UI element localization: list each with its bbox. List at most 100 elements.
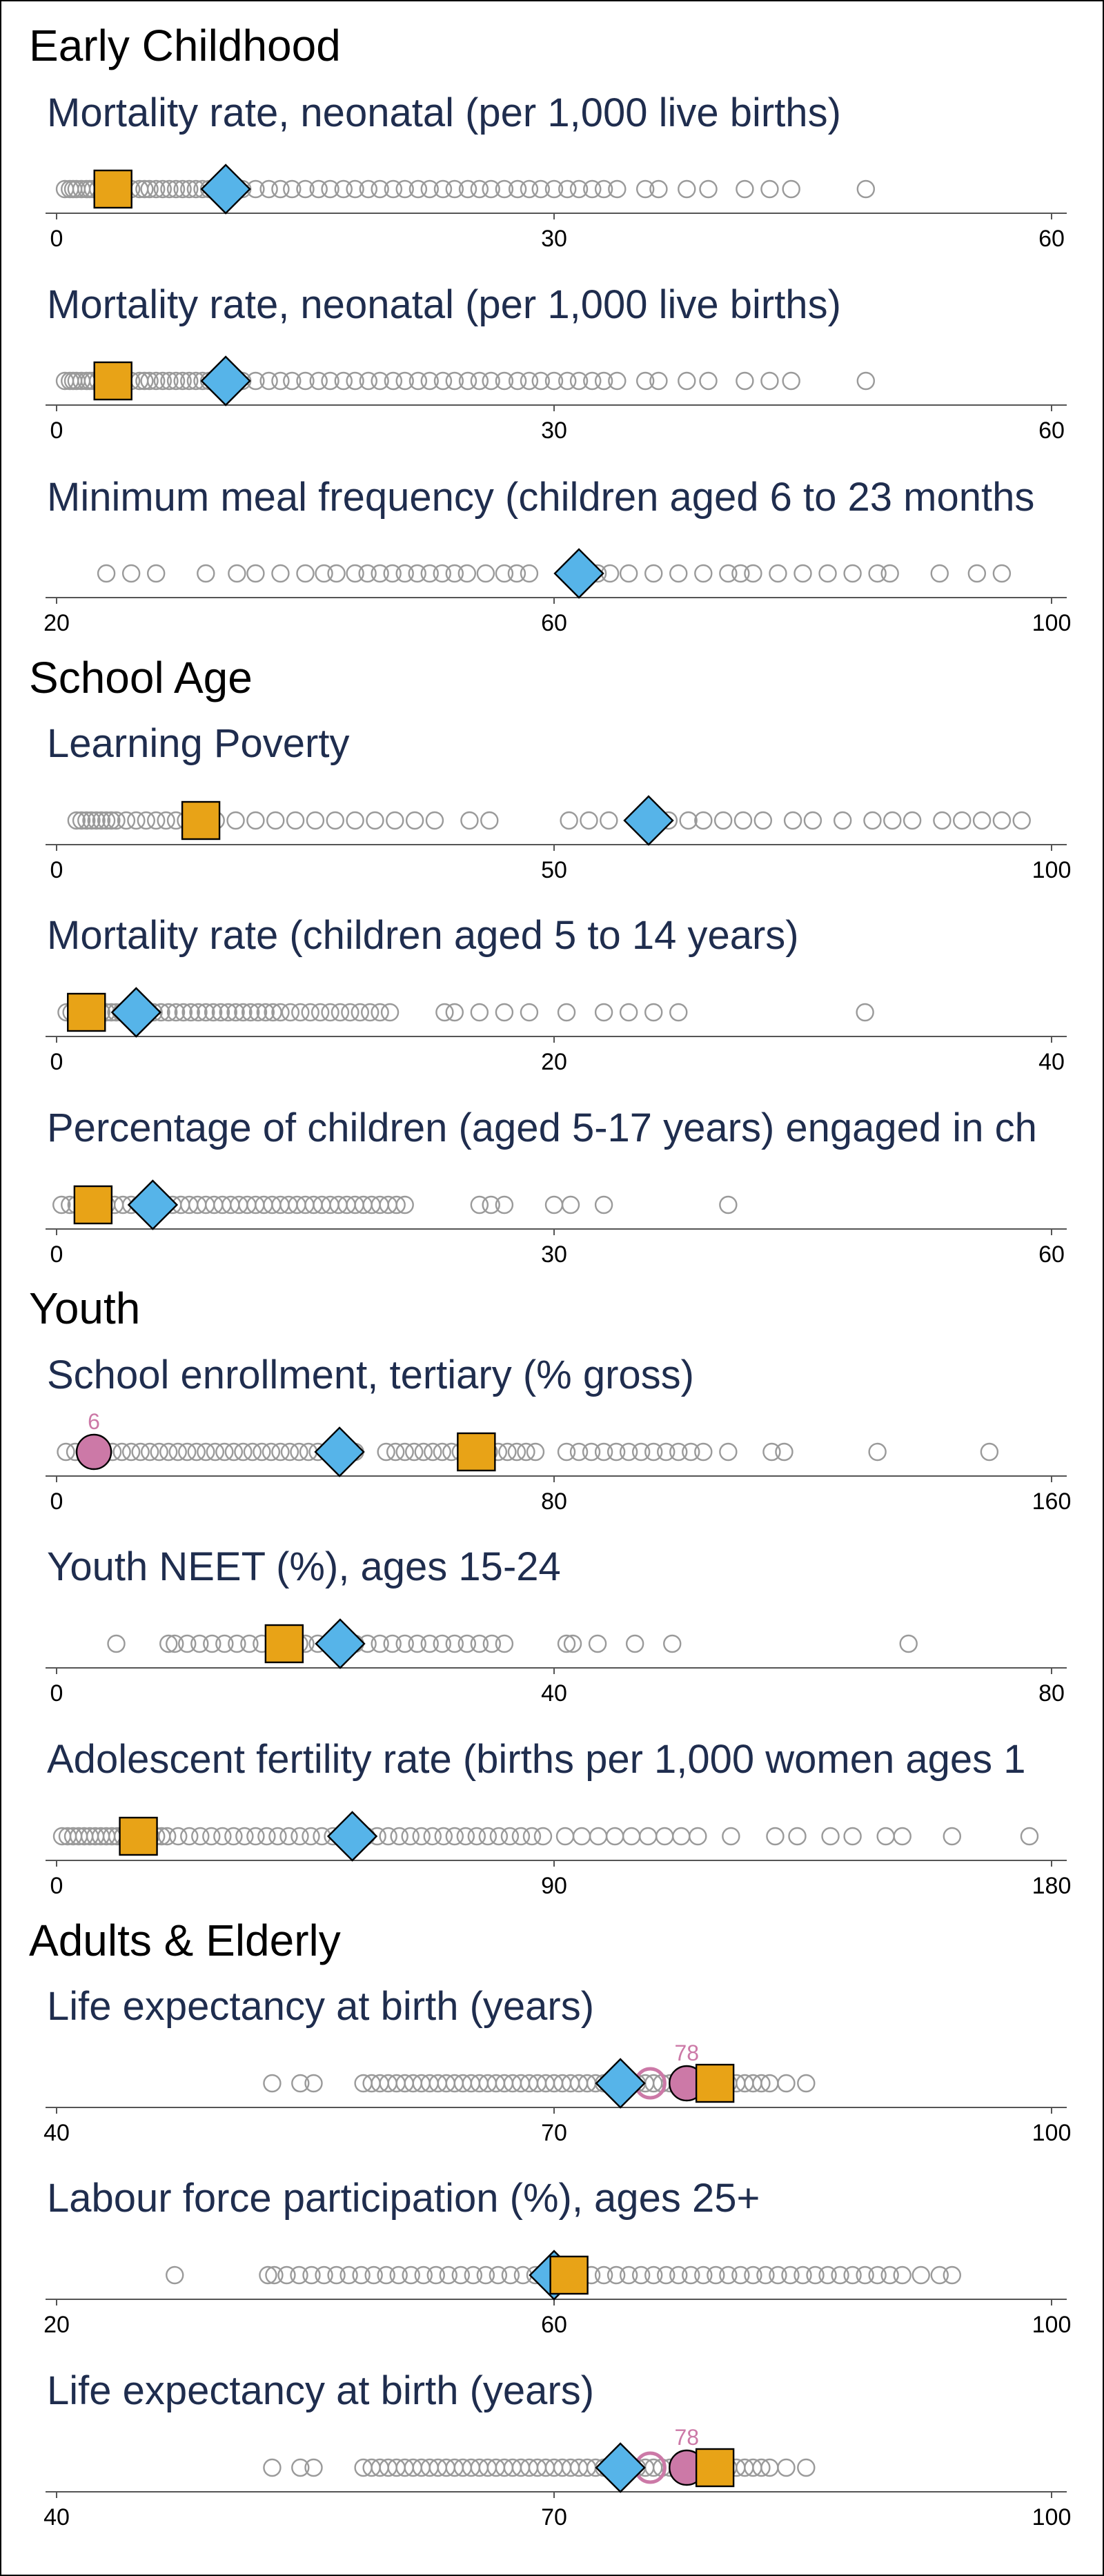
country-marker — [694, 564, 713, 583]
benchmark-square-marker — [549, 2255, 589, 2295]
country-marker — [433, 179, 453, 199]
country-marker — [358, 564, 377, 583]
country-marker — [644, 2265, 663, 2285]
country-marker — [689, 1827, 707, 1846]
country-marker — [594, 1195, 613, 1215]
country-marker — [264, 1003, 282, 1022]
country-marker — [290, 2265, 308, 2285]
country-marker — [240, 1634, 259, 1653]
country-marker — [226, 1003, 245, 1022]
group-average-diamond-marker — [110, 987, 162, 1038]
country-marker — [644, 1003, 663, 1022]
country-marker — [341, 1003, 359, 1022]
country-marker — [803, 811, 822, 830]
country-marker — [533, 1827, 553, 1846]
country-marker — [544, 371, 564, 391]
country-marker — [191, 1827, 210, 1846]
country-marker — [707, 2265, 725, 2285]
x-tick-label: 30 — [541, 1241, 567, 1268]
country-marker — [112, 1442, 131, 1462]
dot-plot-panel: 0 30 60 — [46, 164, 1067, 252]
country-marker — [649, 371, 668, 391]
country-marker — [501, 2265, 520, 2285]
dot-plot-panel: 0 30 60 — [46, 1179, 1067, 1268]
country-marker — [899, 1634, 918, 1653]
country-marker — [228, 564, 246, 583]
country-marker — [560, 811, 578, 830]
country-marker — [296, 371, 315, 391]
country-marker — [482, 371, 500, 391]
x-tick-label: 0 — [50, 1488, 63, 1515]
country-marker — [331, 1003, 350, 1022]
country-marker — [224, 1827, 243, 1846]
country-marker — [377, 2265, 395, 2285]
country-marker — [631, 2265, 651, 2285]
country-marker — [458, 371, 477, 391]
x-tick-label: 20 — [541, 1049, 567, 1075]
x-tick-label: 70 — [541, 2120, 567, 2146]
country-marker — [117, 811, 136, 830]
country-marker — [694, 1442, 713, 1462]
country-marker — [160, 179, 179, 199]
country-marker — [166, 2265, 184, 2285]
country-marker — [327, 564, 346, 583]
country-marker — [408, 1634, 426, 1653]
group-average-diamond-marker — [315, 1618, 366, 1669]
country-marker — [67, 811, 86, 830]
country-marker — [522, 1827, 542, 1846]
country-marker — [359, 371, 378, 391]
country-marker — [1012, 811, 1031, 830]
country-marker — [793, 2265, 812, 2285]
x-tick-label: 100 — [1032, 610, 1072, 636]
section-title-school-age: School Age — [29, 653, 253, 702]
country-marker — [414, 1442, 433, 1462]
country-marker — [531, 371, 550, 391]
dot-plot-panel: 20 60 100 — [43, 2250, 1071, 2338]
country-marker — [259, 179, 278, 199]
country-marker — [856, 179, 876, 199]
country-marker — [146, 811, 166, 830]
country-marker — [856, 2265, 874, 2285]
country-marker — [719, 1442, 738, 1462]
country-marker — [756, 2265, 775, 2285]
country-marker — [246, 1827, 265, 1846]
country-marker — [682, 1442, 700, 1462]
country-marker — [863, 811, 882, 830]
country-marker — [52, 1195, 71, 1215]
country-marker — [271, 179, 290, 199]
country-marker — [594, 371, 613, 391]
country-marker — [594, 2265, 613, 2285]
country-marker — [380, 1003, 400, 1022]
country-marker — [346, 564, 364, 583]
panel-title: Mortality rate, neonatal (per 1,000 live… — [47, 282, 841, 327]
country-marker — [102, 811, 121, 830]
country-marker — [291, 1003, 310, 1022]
country-marker — [531, 179, 550, 199]
country-marker — [782, 179, 800, 199]
country-marker — [180, 179, 199, 199]
country-marker — [321, 179, 339, 199]
country-marker — [243, 1442, 262, 1462]
country-marker — [893, 1827, 911, 1846]
panel-title: Adolescent fertility rate (births per 1,… — [47, 1737, 1026, 1782]
x-tick-label: 80 — [1038, 1680, 1065, 1707]
x-tick-label: 0 — [50, 1241, 63, 1268]
country-marker — [395, 179, 414, 199]
country-marker — [384, 179, 403, 199]
country-marker — [583, 179, 602, 199]
country-marker — [414, 2265, 433, 2285]
country-marker — [622, 1827, 641, 1846]
country-marker — [146, 371, 166, 391]
x-tick-label: 40 — [541, 1680, 567, 1707]
country-marker — [607, 2265, 626, 2285]
country-marker — [783, 811, 802, 830]
country-marker — [467, 1827, 486, 1846]
country-marker — [930, 564, 949, 583]
x-tick-label: 40 — [43, 2504, 70, 2530]
country-marker — [159, 1634, 178, 1653]
country-marker — [281, 1003, 300, 1022]
country-marker — [379, 1827, 397, 1846]
country-marker — [146, 179, 166, 199]
x-tick-label: 20 — [43, 2312, 70, 2338]
x-tick-label: 100 — [1032, 2504, 1072, 2530]
